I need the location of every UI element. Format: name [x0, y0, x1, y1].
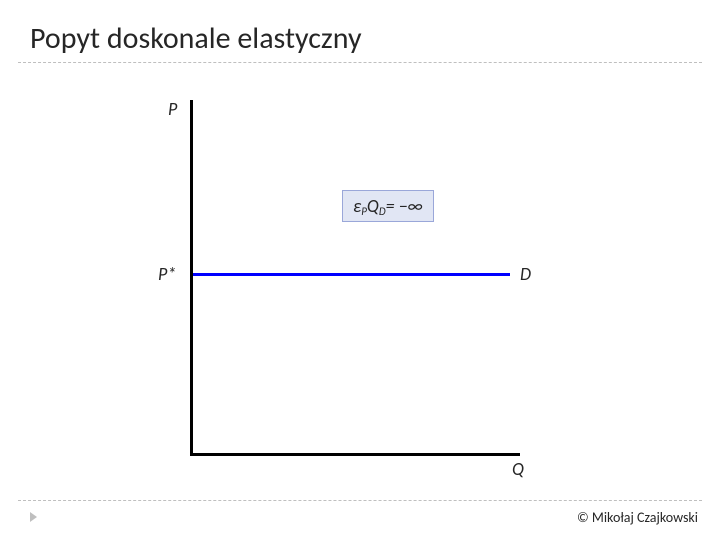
y-axis-label: P — [168, 98, 177, 120]
formula-equals: = −∞ — [386, 195, 423, 217]
formula-sub-p: P — [361, 205, 367, 218]
x-axis — [190, 453, 520, 456]
divider-top — [18, 62, 702, 63]
elasticity-formula: ε P Q D = −∞ — [342, 190, 434, 222]
p-star-label: P* — [158, 263, 176, 285]
demand-label: D — [520, 263, 531, 285]
footer-marker-icon — [30, 512, 37, 522]
formula-sub-d: D — [379, 205, 386, 218]
slide-title: Popyt doskonale elastyczny — [30, 20, 362, 57]
formula-epsilon: ε — [353, 195, 361, 217]
formula-q: Q — [367, 195, 379, 217]
divider-bottom — [18, 500, 702, 501]
x-axis-label: Q — [512, 458, 524, 480]
y-axis — [190, 100, 193, 456]
copyright-text: © Mikołaj Czajkowski — [577, 509, 698, 526]
demand-curve — [193, 273, 510, 276]
slide: Popyt doskonale elastyczny P P* D Q ε P … — [0, 0, 720, 540]
